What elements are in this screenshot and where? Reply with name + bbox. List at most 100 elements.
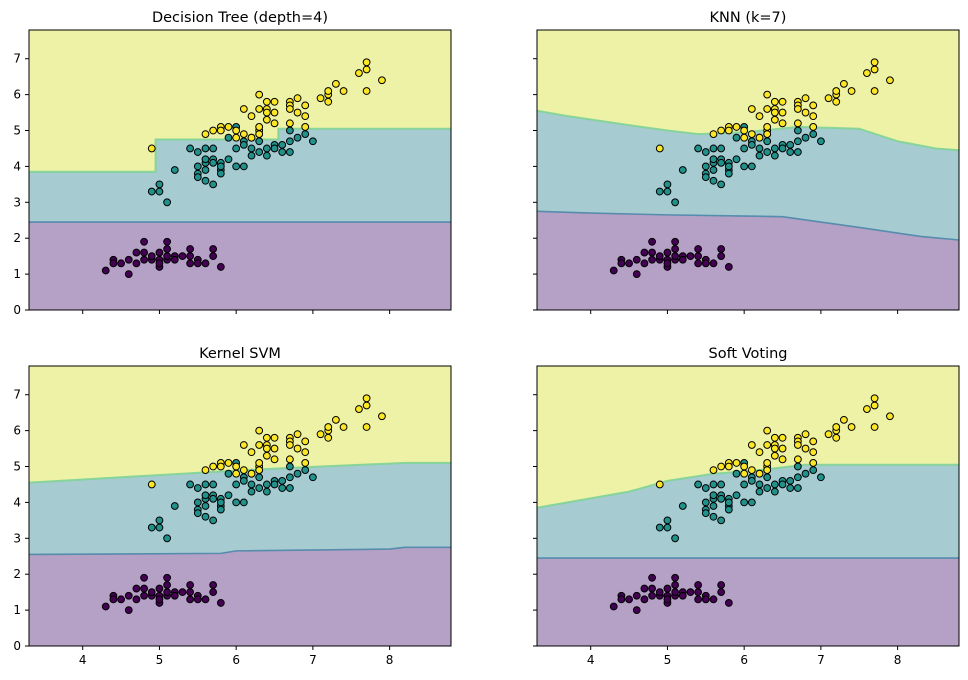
data-point-class-2 — [732, 459, 741, 467]
data-point-class-1 — [701, 162, 710, 171]
data-point-class-1 — [655, 187, 664, 196]
data-point-class-0 — [147, 588, 156, 597]
region-class-2 — [29, 30, 451, 172]
data-point-class-1 — [155, 187, 164, 196]
data-point-class-2 — [870, 394, 879, 403]
data-point-class-2 — [209, 126, 218, 135]
x-tick-label: 4 — [587, 653, 595, 667]
data-point-class-1 — [793, 473, 802, 482]
y-tick-label: 1 — [13, 603, 21, 617]
data-point-class-2 — [147, 144, 156, 153]
data-point-class-1 — [709, 176, 718, 185]
data-point-class-1 — [262, 480, 271, 489]
data-point-class-2 — [224, 123, 233, 131]
data-point-class-0 — [186, 581, 195, 589]
data-point-class-0 — [640, 259, 649, 268]
data-point-class-1 — [285, 137, 294, 146]
data-point-class-2 — [763, 90, 772, 99]
region-class-0 — [29, 222, 451, 310]
data-point-class-2 — [301, 448, 310, 457]
data-point-class-1 — [247, 487, 256, 496]
data-point-class-2 — [255, 105, 264, 113]
data-point-class-1 — [255, 148, 264, 156]
data-point-class-1 — [193, 148, 202, 156]
data-point-class-0 — [124, 255, 133, 264]
data-point-class-2 — [232, 126, 241, 135]
data-point-class-2 — [709, 130, 718, 139]
data-point-class-1 — [732, 491, 741, 500]
data-point-class-2 — [247, 112, 256, 121]
data-point-class-1 — [155, 516, 164, 525]
data-point-class-0 — [178, 588, 187, 597]
data-point-class-0 — [694, 581, 703, 589]
data-point-class-0 — [717, 245, 726, 253]
data-point-class-1 — [186, 144, 195, 153]
region-class-0 — [537, 558, 959, 646]
data-point-class-1 — [239, 162, 248, 171]
data-point-class-2 — [763, 130, 772, 139]
data-point-class-0 — [648, 255, 656, 264]
data-point-class-2 — [770, 444, 779, 453]
data-point-class-2 — [740, 133, 749, 142]
data-point-class-1 — [193, 484, 202, 492]
data-point-class-1 — [724, 162, 733, 171]
data-point-class-0 — [209, 252, 218, 261]
data-point-class-1 — [201, 155, 210, 164]
data-point-class-2 — [201, 466, 210, 475]
data-point-class-1 — [201, 512, 210, 521]
data-point-class-1 — [278, 484, 287, 492]
data-point-class-2 — [763, 426, 772, 435]
data-point-class-0 — [617, 595, 626, 604]
data-point-class-2 — [793, 441, 802, 449]
data-point-class-1 — [262, 487, 271, 496]
data-point-class-0 — [655, 252, 664, 261]
data-point-class-1 — [778, 144, 787, 153]
data-point-class-1 — [747, 498, 756, 507]
data-point-class-2 — [740, 462, 749, 471]
data-point-class-2 — [301, 459, 310, 467]
data-point-class-1 — [262, 151, 271, 160]
data-point-class-1 — [717, 158, 726, 167]
data-point-class-2 — [255, 466, 264, 475]
data-point-class-1 — [709, 480, 718, 489]
data-point-class-2 — [747, 441, 756, 449]
data-point-class-1 — [694, 144, 703, 153]
data-point-class-0 — [163, 245, 172, 253]
data-point-class-2 — [262, 115, 271, 124]
data-point-class-0 — [632, 591, 641, 600]
data-point-class-1 — [747, 140, 756, 149]
x-tick-label: 6 — [232, 653, 240, 667]
data-point-class-0 — [186, 259, 195, 268]
data-point-class-0 — [117, 259, 125, 268]
data-point-class-1 — [732, 133, 741, 142]
data-point-class-1 — [763, 473, 772, 482]
data-point-class-0 — [186, 595, 195, 604]
data-point-class-2 — [801, 430, 810, 439]
data-point-class-0 — [694, 595, 703, 604]
data-point-class-2 — [270, 444, 279, 453]
data-point-class-1 — [224, 469, 233, 478]
data-point-class-1 — [778, 480, 787, 489]
data-point-class-1 — [301, 466, 310, 475]
data-point-class-2 — [778, 119, 787, 128]
data-point-class-2 — [770, 451, 779, 460]
data-point-class-2 — [770, 108, 779, 117]
data-point-class-1 — [770, 144, 779, 153]
data-point-class-0 — [163, 581, 172, 589]
data-point-class-1 — [201, 166, 210, 174]
data-point-class-1 — [663, 180, 672, 189]
data-point-class-2 — [255, 459, 264, 467]
data-point-class-1 — [740, 162, 749, 171]
data-point-class-1 — [786, 484, 795, 492]
data-point-class-1 — [793, 148, 802, 156]
data-point-class-0 — [163, 252, 172, 261]
data-point-class-1 — [239, 140, 248, 149]
data-point-class-2 — [232, 462, 241, 471]
data-point-class-2 — [262, 444, 271, 453]
data-point-class-1 — [709, 144, 718, 153]
data-point-class-1 — [216, 169, 225, 178]
y-tick-label: 5 — [13, 460, 21, 474]
data-point-class-1 — [247, 151, 256, 160]
data-point-class-0 — [140, 248, 148, 257]
data-point-class-0 — [648, 591, 656, 600]
